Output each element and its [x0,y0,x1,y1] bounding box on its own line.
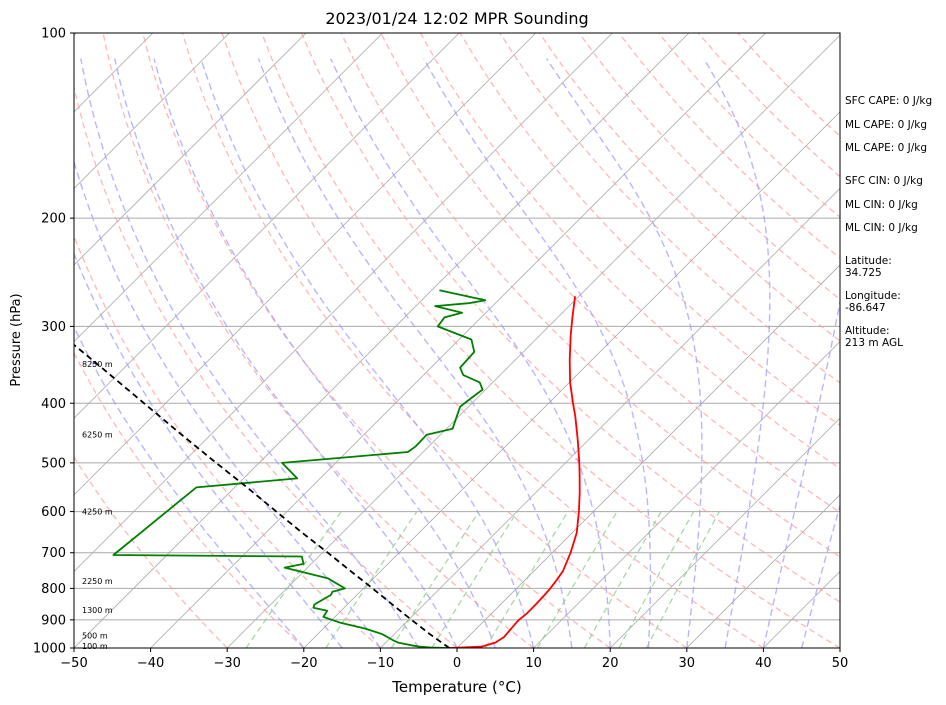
stat-ml-cin-2: ML CIN: 0 J/kg [845,222,918,234]
isotherm-line [74,33,307,266]
height-label: 6250 m [82,431,113,440]
isotherm-line [303,111,840,648]
y-tick-label: 800 [41,582,66,597]
y-tick-label: 300 [41,320,66,335]
y-axis-label: Pressure (hPa) [9,293,24,386]
y-tick-label: 500 [41,456,66,471]
isotherm-line [74,33,460,419]
axis-ticks: −50 −40 −30 −20 −10 0 10 20 30 40 50 1000 900 800 700 6… [33,27,848,672]
dry-adiabat-line [181,33,688,648]
latitude-label: Latitude: [845,255,892,267]
x-tick-label: 30 [679,656,696,671]
stat-ml-cin: ML CIN: 0 J/kg [845,199,918,211]
altitude-label: Altitude: [845,325,890,337]
moist-adiabat-line [545,58,703,648]
isotherm-line [380,187,840,648]
y-tick-label: 200 [41,212,66,227]
height-label: 4250 m [82,508,113,517]
latitude-value: 34.725 [845,267,882,279]
mixing-ratio-line [431,511,518,648]
y-tick-label: 700 [41,546,66,561]
height-label: 1300 m [82,606,113,615]
dry-adiabat-line [261,33,840,648]
chart-title: 2023/01/24 12:02 MPR Sounding [325,9,588,28]
height-label: 2250 m [82,577,113,586]
isotherm-line [74,33,537,496]
moist-adiabat-line [703,58,771,648]
parcel-profile-line [74,343,450,648]
moist-adiabat-line [74,159,381,648]
background-grid [74,33,840,648]
y-tick-label: 900 [41,613,66,628]
x-tick-label: 0 [453,656,461,671]
height-label: 500 m [82,632,108,641]
height-label: 100 m [82,642,108,651]
x-tick-label: −50 [60,656,87,671]
isotherm-line [74,33,230,189]
isotherm-line [74,33,613,572]
series-group [74,289,581,648]
x-axis-label: Temperature (°C) [391,678,521,696]
stats-panel: SFC CAPE: 0 J/kg ML CAPE: 0 J/kg ML CAPE… [845,95,932,349]
moist-adiabat-line [113,58,458,648]
y-tick-label: 100 [41,27,66,42]
isotherm-line [74,33,690,648]
mixing-ratio-line [390,511,480,648]
longitude-label: Longitude: [845,290,901,302]
moist-adiabat-line [74,251,343,648]
mixing-ratio-line [325,511,418,648]
y-tick-label: 1000 [33,642,66,657]
x-tick-label: −40 [137,656,164,671]
moist-adiabat-line [153,58,496,648]
isotherm-line [74,33,383,343]
moist-adiabat-line [329,58,611,648]
longitude-value: -86.647 [845,302,886,314]
mixing-ratio-line [645,511,720,648]
moist-adiabat-line [257,58,573,648]
height-label: 8250 m [82,360,113,369]
mixing-ratio-line [484,511,569,648]
dry-adiabat-line [74,351,305,648]
y-tick-label: 400 [41,397,66,412]
altitude-value: 213 m AGL [845,337,903,349]
stat-sfc-cape: SFC CAPE: 0 J/kg [845,95,932,107]
isotherm-line [686,494,840,648]
mixing-ratio-line [245,511,342,648]
dewpoint-profile-line [112,289,487,648]
x-tick-label: 40 [755,656,772,671]
isotherm-line [226,34,840,648]
moist-adiabat-line [423,58,652,648]
moist-adiabat-line [801,503,840,648]
moist-adiabat-line [74,325,305,648]
isotherm-line [609,417,840,648]
dry-adiabat-line [74,234,381,648]
x-tick-label: −10 [367,656,394,671]
x-tick-label: 20 [602,656,619,671]
stat-sfc-cin: SFC CIN: 0 J/kg [845,175,923,187]
x-tick-label: 50 [832,656,849,671]
dry-adiabat-line [74,84,458,648]
x-tick-label: −20 [290,656,317,671]
moist-adiabat-line [200,58,535,648]
mixing-ratio-line [536,511,618,648]
x-tick-label: −30 [213,656,240,671]
isotherm-line [456,264,840,648]
isotherm-line [533,341,840,648]
dry-adiabat-line [102,33,534,648]
y-tick-label: 600 [41,505,66,520]
mixing-ratio-line [583,511,662,648]
dry-adiabat-line [578,33,840,301]
moist-adiabat-line [80,58,420,648]
temperature-profile-line [449,296,581,648]
stat-ml-cape-2: ML CAPE: 0 J/kg [845,142,927,154]
dry-adiabat-line [142,33,611,648]
stat-ml-cape: ML CAPE: 0 J/kg [845,119,927,131]
mixing-ratio-line [618,511,695,648]
isotherm-line [150,33,766,648]
x-tick-label: 10 [525,656,542,671]
